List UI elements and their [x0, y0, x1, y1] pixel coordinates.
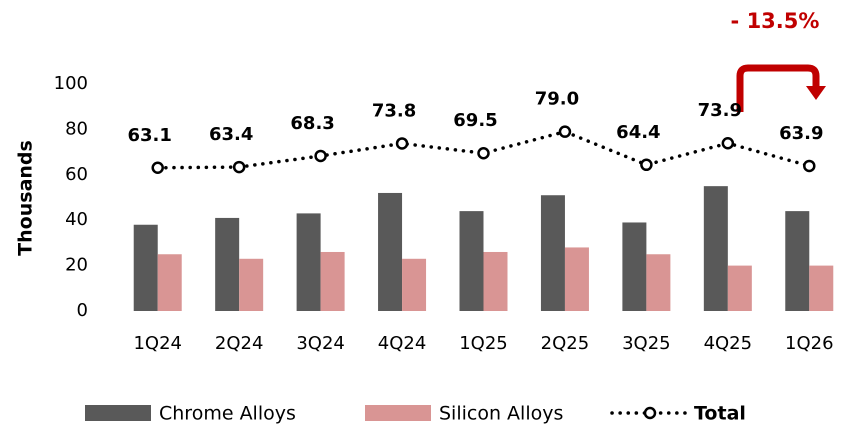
legend-label: Chrome Alloys	[159, 403, 296, 425]
bar	[158, 254, 182, 311]
x-tick-label: 4Q25	[704, 333, 753, 354]
data-label: 64.4	[616, 122, 660, 143]
total-marker	[560, 127, 570, 137]
x-tick-label: 2Q25	[541, 333, 590, 354]
bar	[541, 195, 565, 311]
x-tick-label: 4Q24	[378, 333, 427, 354]
total-marker	[397, 138, 407, 148]
total-marker	[153, 163, 163, 173]
bar	[704, 186, 728, 311]
total-marker	[723, 138, 733, 148]
x-tick-label: 1Q25	[459, 333, 508, 354]
total-marker	[641, 160, 651, 170]
change-arrow	[740, 68, 816, 112]
legend-label: Total	[694, 403, 746, 425]
bar	[378, 193, 402, 311]
data-label: 73.9	[698, 100, 742, 121]
bar	[565, 247, 589, 311]
total-marker	[804, 161, 814, 171]
y-tick-label: 100	[54, 73, 88, 94]
bar	[809, 266, 833, 311]
total-marker	[479, 148, 489, 158]
bar	[321, 252, 345, 311]
legend-marker	[645, 408, 655, 418]
change-annotation: - 13.5%	[731, 9, 820, 33]
y-tick-label: 60	[65, 164, 88, 185]
y-tick-label: 0	[77, 300, 88, 321]
legend-swatch	[85, 405, 151, 421]
data-label: 79.0	[535, 89, 579, 110]
x-tick-label: 1Q26	[785, 333, 834, 354]
bar	[460, 211, 484, 311]
data-label: 73.8	[372, 100, 416, 121]
y-tick-label: 80	[65, 118, 88, 139]
bar	[297, 213, 321, 311]
y-tick-label: 40	[65, 209, 88, 230]
legend-label: Silicon Alloys	[439, 403, 563, 425]
data-label: 63.4	[209, 124, 253, 145]
bar	[622, 222, 646, 311]
chart: Thousands - 13.5% 0 20 40 60 80 100 1Q24 2Q24 3Q…	[0, 0, 842, 429]
x-tick-label: 3Q24	[296, 333, 345, 354]
bar	[134, 225, 158, 311]
arrow-head	[806, 86, 826, 100]
bar	[785, 211, 809, 311]
total-marker	[234, 162, 244, 172]
x-tick-label: 1Q24	[133, 333, 182, 354]
x-tick-label: 2Q24	[215, 333, 264, 354]
data-label: 63.1	[128, 125, 172, 146]
y-tick-label: 20	[65, 255, 88, 276]
total-marker	[316, 151, 326, 161]
y-axis-title: Thousands	[15, 140, 37, 256]
bar	[215, 218, 239, 311]
bar	[728, 266, 752, 311]
legend-swatch	[365, 405, 431, 421]
x-tick-label: 3Q25	[622, 333, 671, 354]
bar	[402, 259, 426, 311]
data-label: 63.9	[779, 123, 823, 144]
bar	[239, 259, 263, 311]
data-label: 69.5	[453, 110, 497, 131]
bar	[646, 254, 670, 311]
bar	[484, 252, 508, 311]
data-label: 68.3	[290, 113, 334, 134]
